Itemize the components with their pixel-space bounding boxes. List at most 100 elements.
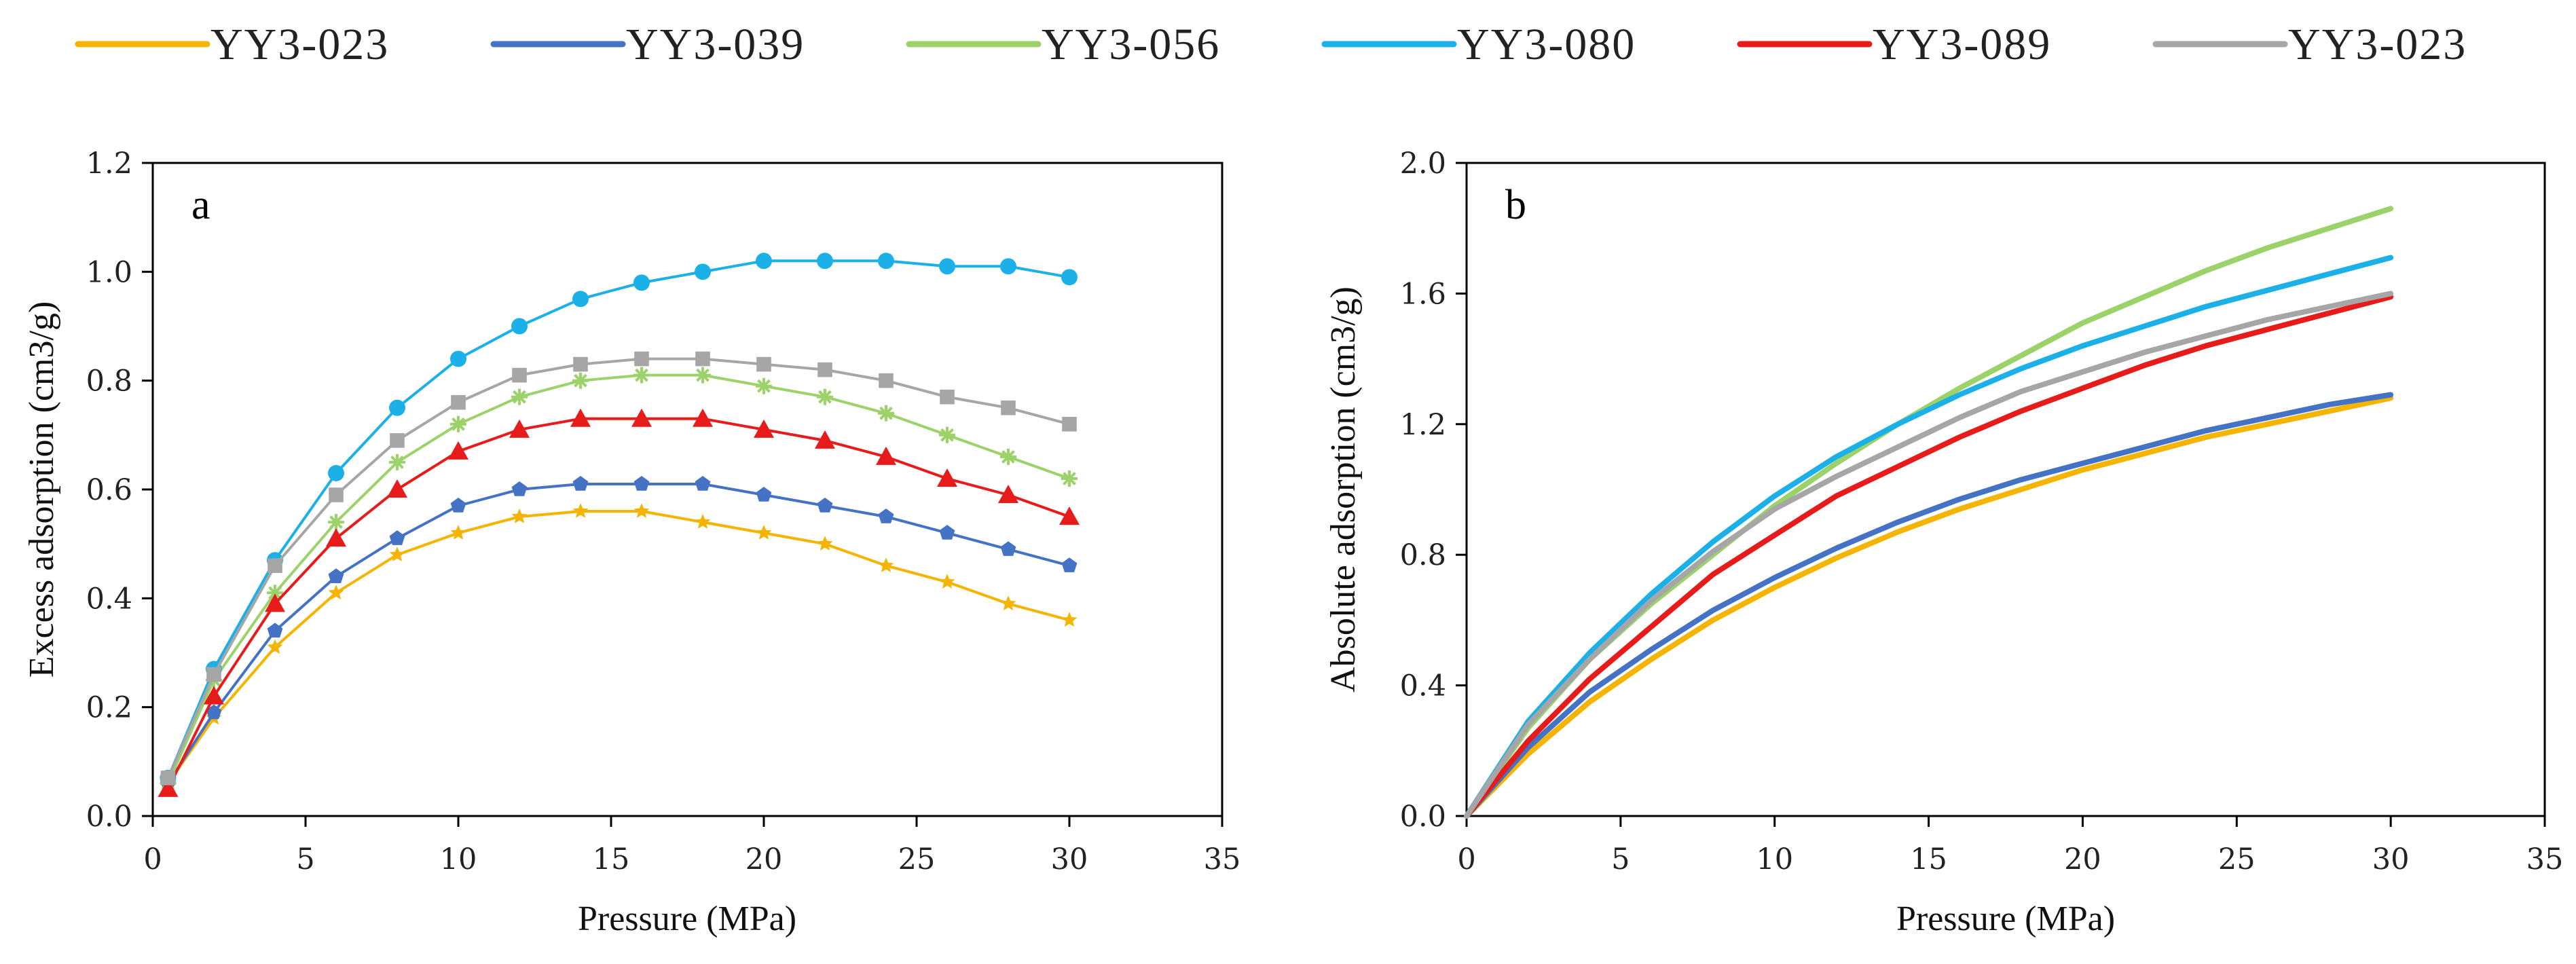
data-marker [878, 557, 894, 572]
panel-letter-b: b [1505, 182, 1526, 228]
data-marker [204, 686, 224, 705]
data-marker [1061, 470, 1078, 487]
data-marker [756, 487, 772, 502]
data-marker [756, 525, 772, 540]
data-marker [756, 356, 771, 372]
series-line [1464, 255, 2394, 819]
data-marker [815, 430, 835, 449]
series-yy3-023 [1464, 291, 2394, 819]
data-marker [1000, 258, 1016, 275]
data-marker [450, 498, 466, 513]
data-marker [160, 771, 176, 785]
y-tick-label: 1.6 [1400, 277, 1446, 311]
data-marker [328, 464, 344, 481]
series-line [1464, 294, 2394, 819]
x-tick-label: 30 [1051, 842, 1088, 876]
data-marker [511, 318, 528, 335]
data-marker [817, 253, 833, 270]
data-marker [878, 405, 894, 422]
data-marker [389, 453, 405, 470]
data-marker [267, 585, 283, 601]
data-marker [1001, 400, 1016, 415]
data-marker [940, 389, 955, 405]
data-marker [206, 667, 221, 682]
x-tick-label: 20 [746, 842, 783, 876]
data-marker [1000, 541, 1016, 556]
series-yy3-080 [160, 253, 1078, 786]
series-yy3-023 [160, 503, 1078, 790]
y-tick-label: 1.2 [86, 147, 132, 181]
data-marker [817, 362, 832, 377]
series-group-b [1464, 206, 2394, 819]
data-marker [1061, 269, 1078, 286]
series-line [1464, 291, 2394, 819]
data-marker [878, 253, 894, 270]
series-yy3-023 [160, 351, 1077, 785]
data-marker [572, 503, 589, 518]
series-line [1464, 392, 2394, 819]
data-marker [1000, 595, 1016, 611]
x-tick-label: 15 [1910, 842, 1947, 876]
panel-a: 0 5 10 15 20 25 30 35 0.0 0.2 0.4 0.6 0.8 1.0 1.2 a Pr… [22, 147, 1240, 938]
axis-ticks-b: 0 5 10 15 20 25 30 35 0.0 0.4 0.8 1.2 1.6 2.0 [1400, 147, 2564, 876]
data-marker [937, 468, 957, 487]
x-tick-label: 35 [1204, 842, 1241, 876]
panel-b: 0 5 10 15 20 25 30 35 0.0 0.4 0.8 1.2 1.6 2.0 b Press… [1324, 147, 2563, 938]
y-tick-label: 1.0 [86, 255, 132, 289]
x-tick-label: 5 [296, 842, 314, 876]
data-marker [754, 419, 774, 438]
data-marker [450, 525, 466, 540]
x-axis-title-b: Pressure (MPa) [1896, 900, 2115, 938]
series-yy3-080 [1464, 255, 2394, 819]
data-marker [756, 253, 772, 270]
data-marker [1059, 506, 1080, 525]
data-marker [511, 481, 528, 496]
x-tick-label: 0 [1457, 842, 1475, 876]
data-marker [879, 373, 894, 388]
data-marker [878, 508, 894, 523]
legend-label: YY3-039 [626, 20, 805, 69]
series-line [166, 417, 1071, 790]
series-line [166, 483, 1071, 785]
legend-label: YY3-080 [1457, 20, 1636, 69]
data-marker [448, 441, 468, 460]
x-tick-label: 25 [2218, 842, 2256, 876]
data-marker [876, 446, 896, 465]
data-marker [389, 399, 405, 416]
data-marker [572, 372, 589, 389]
legend-label: YY3-089 [1873, 20, 2051, 69]
data-marker [756, 377, 772, 394]
plot-area-b [1465, 162, 2546, 817]
data-marker [633, 274, 650, 291]
data-marker [631, 408, 652, 427]
y-axis-title-a: Excess adsorption (cm3/g) [22, 301, 61, 678]
panel-letter-a: a [191, 182, 210, 228]
data-marker [512, 367, 527, 383]
data-marker [328, 568, 344, 583]
data-marker [328, 514, 344, 531]
legend-label: YY3-023 [210, 20, 389, 69]
data-marker [939, 426, 955, 443]
series-yy3-023 [1464, 395, 2394, 819]
series-group-a [158, 253, 1080, 797]
data-marker [572, 291, 589, 308]
data-marker [570, 408, 591, 427]
x-tick-label: 20 [2064, 842, 2101, 876]
x-tick-label: 0 [143, 842, 162, 876]
data-marker [268, 558, 282, 574]
legend-label: YY3-023 [2288, 20, 2467, 69]
data-marker [387, 479, 407, 498]
data-marker [633, 503, 650, 518]
data-marker [633, 476, 650, 491]
data-marker [998, 485, 1018, 504]
x-tick-label: 25 [898, 842, 936, 876]
y-tick-label: 2.0 [1400, 147, 1446, 181]
series-yy3-089 [158, 408, 1080, 797]
x-tick-label: 5 [1611, 842, 1630, 876]
y-tick-label: 0.2 [86, 691, 132, 725]
data-marker [329, 487, 344, 502]
data-marker [1000, 448, 1016, 465]
data-marker [1061, 612, 1078, 627]
data-marker [511, 388, 528, 405]
